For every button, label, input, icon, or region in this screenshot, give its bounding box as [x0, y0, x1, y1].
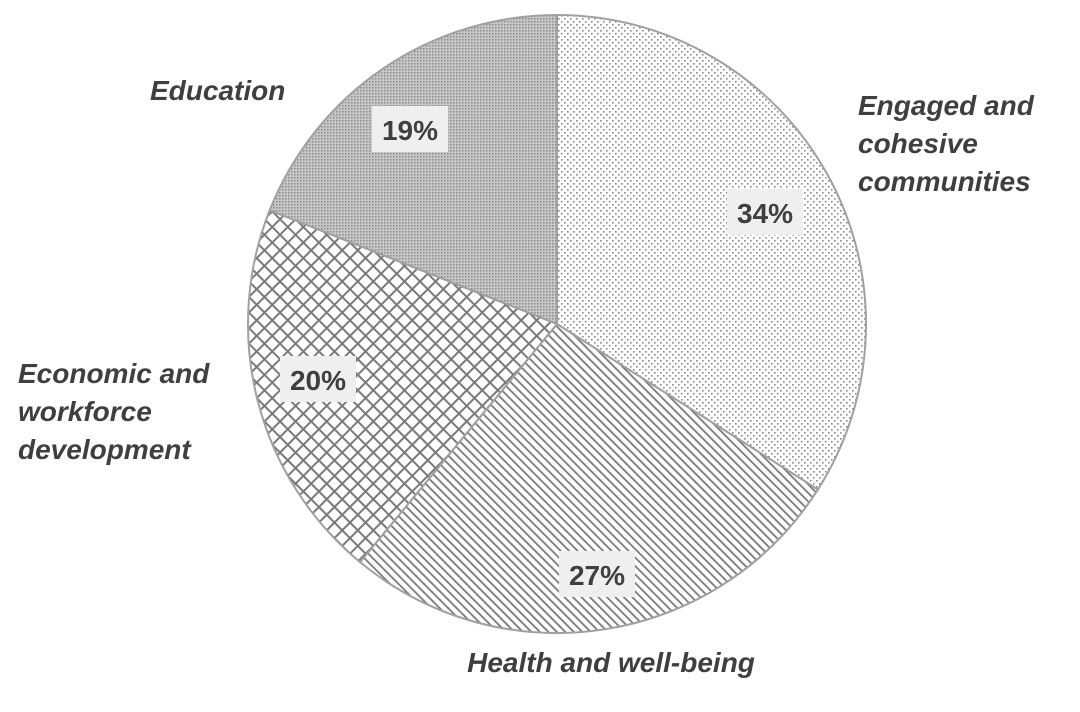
data-label-box: [372, 106, 448, 152]
pie-slice-economic-and-workforce-development: [247, 208, 559, 564]
data-label-box: [727, 189, 803, 235]
data-label: 34%: [737, 198, 793, 229]
pie-slice-engaged-and-cohesive-communities: [556, 13, 867, 491]
category-label-line: Health and well-being: [467, 647, 755, 678]
category-label-line: development: [18, 434, 192, 465]
category-label-line: workforce: [18, 396, 152, 427]
category-label-line: Engaged and: [858, 90, 1035, 121]
pie-slice-education: [268, 13, 558, 326]
category-label-line: cohesive: [858, 128, 978, 159]
pie-slice-health-and-well-being: [358, 322, 820, 634]
data-label-box: [559, 551, 635, 597]
category-label: Education: [150, 75, 285, 106]
category-label-line: communities: [858, 166, 1031, 197]
data-label-box: [280, 356, 356, 402]
category-label: Health and well-being: [467, 647, 755, 678]
data-label: 20%: [290, 365, 346, 396]
data-label: 27%: [569, 560, 625, 591]
category-label-line: Economic and: [18, 358, 210, 389]
category-label: Economic and workforce development: [18, 358, 210, 465]
category-label-line: Education: [150, 75, 285, 106]
category-label: Engaged and cohesive communities: [858, 90, 1035, 197]
data-label: 19%: [382, 115, 438, 146]
